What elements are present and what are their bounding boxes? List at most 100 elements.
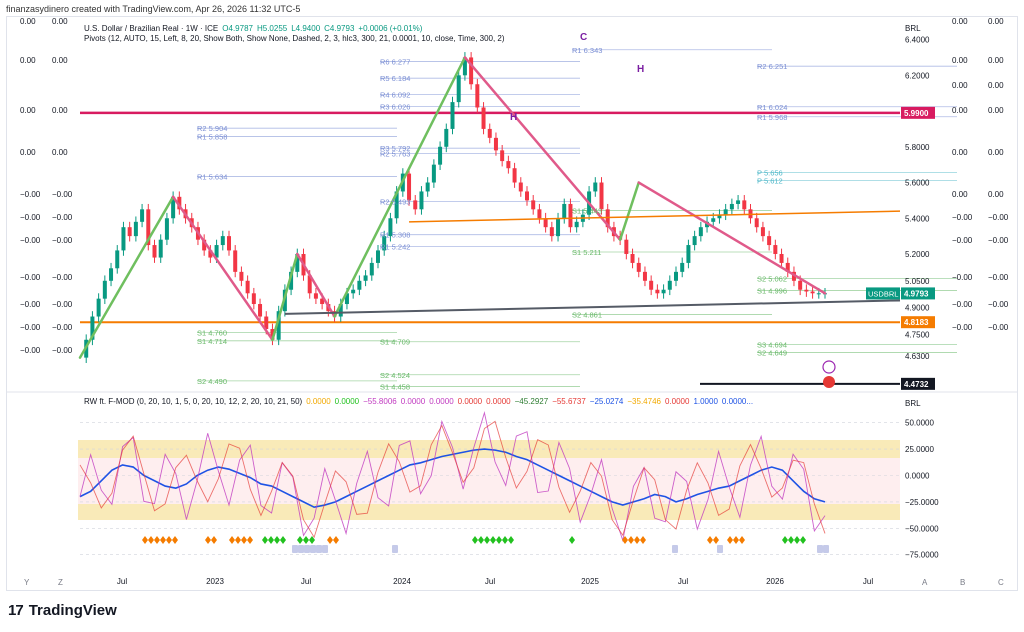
- candle-body: [674, 271, 678, 281]
- osc-square-marker: [672, 545, 678, 553]
- candle-body: [636, 262, 641, 272]
- price-tick-label: 5.4000: [905, 214, 930, 223]
- wave-letter: C: [580, 32, 587, 43]
- candle-body: [177, 196, 182, 210]
- price-tag: [901, 316, 935, 329]
- candle-body: [307, 275, 312, 294]
- osc-diamond-marker: [262, 536, 268, 544]
- pivot-label: S2 4.861: [572, 311, 602, 320]
- pivot-label: P 5.656: [757, 169, 783, 178]
- osc-diamond-marker: [309, 536, 315, 544]
- zigzag-segment: [296, 252, 336, 318]
- left-scale-b: −0.00: [52, 323, 73, 332]
- left-scale-b: −0.00: [52, 190, 73, 199]
- osc-diamond-marker: [496, 536, 502, 544]
- bottom-right-button[interactable]: B: [960, 578, 966, 587]
- osc-diamond-marker: [782, 536, 788, 544]
- osc-diamond-marker: [727, 536, 733, 544]
- pivot-label: R1 5.968: [757, 113, 787, 122]
- osc-diamond-marker: [628, 536, 634, 544]
- zigzag-segment: [463, 56, 622, 241]
- osc-diamond-marker: [327, 536, 333, 544]
- pivot-label: R1 5.308: [380, 231, 410, 240]
- price-tick-label: 6.4000: [905, 36, 930, 45]
- price-tick-label: 4.9000: [905, 304, 930, 313]
- right-scale-b: −0.00: [988, 300, 1009, 309]
- candle-body: [767, 236, 772, 246]
- candle-body: [227, 236, 231, 251]
- ohlc-low: L4.9400: [291, 24, 321, 33]
- osc-square-marker: [292, 545, 298, 553]
- ohlc-close: C4.9793: [324, 24, 355, 33]
- pivot-label: R5 6.184: [380, 74, 410, 83]
- osc-value: −45.2927: [514, 397, 549, 406]
- osc-diamond-marker: [160, 536, 166, 544]
- candle-body: [133, 221, 138, 237]
- osc-value: 0.0000...: [721, 397, 754, 406]
- pivot-label: R2 6.251: [757, 62, 787, 71]
- candle-body: [270, 329, 275, 340]
- candle-body: [96, 298, 101, 317]
- candle-body: [171, 196, 176, 219]
- candle-body: [574, 221, 579, 228]
- tradingview-logo[interactable]: 17 TradingView: [8, 602, 117, 619]
- candle-body: [655, 289, 660, 294]
- osc-diamond-marker: [142, 536, 148, 544]
- osc-diamond-marker: [508, 536, 514, 544]
- bottom-right-button[interactable]: A: [922, 578, 928, 587]
- osc-tick-label: −75.0000: [905, 551, 939, 560]
- left-scale-a: −0.00: [20, 346, 41, 355]
- right-scale-a: 0.00: [952, 81, 968, 90]
- candle-body: [692, 236, 697, 246]
- price-tick-label: 6.2000: [905, 71, 930, 80]
- osc-value: −55.6737: [552, 397, 586, 406]
- candle-body: [742, 200, 747, 210]
- right-scale-a: −0.00: [952, 273, 973, 282]
- x-tick-label: 2025: [581, 577, 599, 586]
- pivot-label: S2 4.649: [757, 348, 787, 357]
- osc-square-marker: [392, 545, 398, 553]
- bottom-left-button[interactable]: Y: [24, 578, 30, 587]
- candle-body: [295, 253, 300, 272]
- price-tick-label: 4.6300: [905, 352, 930, 361]
- osc-value: 0.0000: [334, 397, 360, 406]
- bottom-left-button[interactable]: Z: [58, 578, 63, 587]
- pivot-label: S1 4.458: [380, 383, 410, 392]
- right-scale-a: 0.00: [952, 190, 968, 199]
- osc-band-bottom: [78, 504, 900, 520]
- left-scale-b: −0.00: [52, 273, 73, 282]
- bottom-right-button[interactable]: C: [998, 578, 1004, 587]
- right-scale-b: −0.00: [988, 213, 1009, 222]
- osc-diamond-marker: [622, 536, 628, 544]
- symbol-tag: [866, 287, 900, 300]
- candle-body: [754, 218, 759, 228]
- price-tag-text: 4.4732: [904, 380, 929, 389]
- pivot-label: R2 5.763: [380, 149, 410, 158]
- osc-diamond-marker: [274, 536, 280, 544]
- candle-body: [152, 245, 157, 258]
- candle-body: [344, 293, 349, 305]
- candle-body: [531, 200, 536, 210]
- osc-diamond-marker: [154, 536, 160, 544]
- candle-body: [450, 102, 455, 129]
- osc-value: 0.0000: [429, 397, 454, 406]
- left-scale-a: −0.00: [20, 236, 41, 245]
- osc-diamond-marker: [280, 536, 286, 544]
- candle-body: [506, 161, 511, 169]
- x-tick-label: 2026: [766, 577, 784, 586]
- candle-body: [351, 289, 356, 294]
- zigzag-segment: [618, 181, 640, 241]
- right-scale-b: 0.00: [988, 81, 1004, 90]
- osc-value: −25.0274: [589, 397, 624, 406]
- left-scale-a: −0.00: [20, 213, 41, 222]
- osc-diamond-marker: [333, 536, 339, 544]
- candle-body: [686, 245, 691, 263]
- candle-body: [431, 164, 436, 183]
- candle-body: [313, 293, 318, 299]
- pivot-label: R1 6.024: [757, 103, 787, 112]
- right-scale-b: 0.00: [988, 106, 1004, 115]
- right-scale-b: 0.00: [988, 56, 1004, 65]
- candle-body: [605, 209, 610, 228]
- candle-body: [810, 291, 815, 294]
